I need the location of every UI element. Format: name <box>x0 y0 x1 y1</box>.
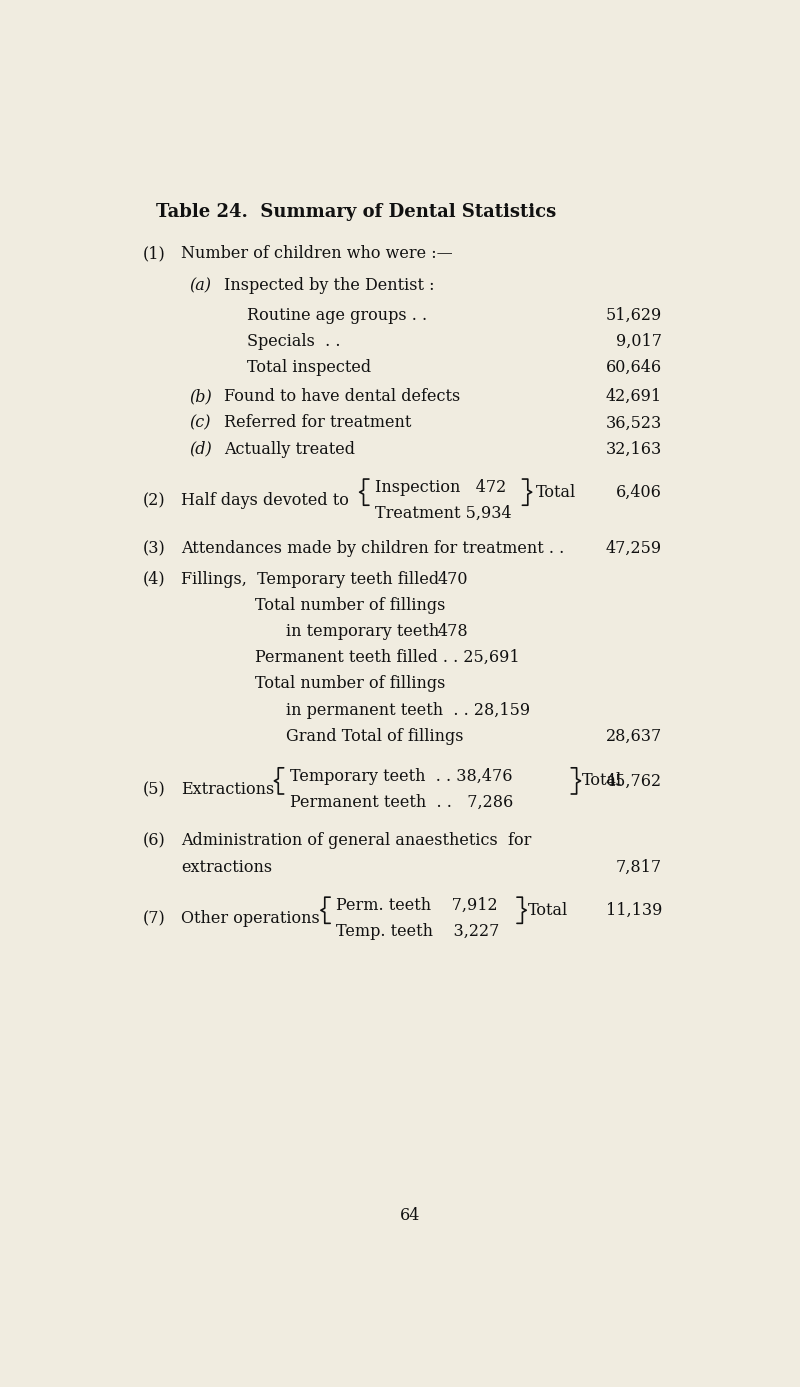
Text: (6): (6) <box>142 832 166 849</box>
Text: Grand Total of fillings: Grand Total of fillings <box>286 728 463 745</box>
Text: (d): (d) <box>189 441 212 458</box>
Text: 42,691: 42,691 <box>606 388 662 405</box>
Text: (c): (c) <box>189 415 210 431</box>
Text: Extractions: Extractions <box>182 781 274 798</box>
Text: Permanent teeth filled . . 25,691: Permanent teeth filled . . 25,691 <box>255 649 520 666</box>
Text: Temporary teeth  . . 38,476: Temporary teeth . . 38,476 <box>290 768 512 785</box>
Text: Total number of fillings: Total number of fillings <box>255 675 446 692</box>
Text: (7): (7) <box>142 910 166 928</box>
Text: (a): (a) <box>189 277 211 294</box>
Text: (4): (4) <box>142 570 166 588</box>
Text: (1): (1) <box>142 245 166 262</box>
Text: Total: Total <box>528 902 568 918</box>
Text: Attendances made by children for treatment . .: Attendances made by children for treatme… <box>182 540 565 558</box>
Text: Table 24.  Summary of Dental Statistics: Table 24. Summary of Dental Statistics <box>156 203 556 221</box>
Text: Actually treated: Actually treated <box>224 441 355 458</box>
Text: Routine age groups . .: Routine age groups . . <box>247 307 427 323</box>
Text: 11,139: 11,139 <box>606 902 662 918</box>
Text: Specials  . .: Specials . . <box>247 333 341 350</box>
Text: (5): (5) <box>142 781 166 798</box>
Text: Temp. teeth    3,227: Temp. teeth 3,227 <box>336 924 500 940</box>
Text: Other operations: Other operations <box>182 910 320 928</box>
Text: Inspected by the Dentist :: Inspected by the Dentist : <box>224 277 434 294</box>
Text: Permanent teeth  . .   7,286: Permanent teeth . . 7,286 <box>290 793 513 811</box>
Text: 45,762: 45,762 <box>606 773 662 789</box>
Text: Administration of general anaesthetics  for: Administration of general anaesthetics f… <box>182 832 532 849</box>
Text: 36,523: 36,523 <box>606 415 662 431</box>
Text: (3): (3) <box>142 540 166 558</box>
Text: 51,629: 51,629 <box>606 307 662 323</box>
Text: Total number of fillings: Total number of fillings <box>255 596 446 614</box>
Text: 60,646: 60,646 <box>606 359 662 376</box>
Text: in permanent teeth  . . 28,159: in permanent teeth . . 28,159 <box>286 702 530 718</box>
Text: Referred for treatment: Referred for treatment <box>224 415 411 431</box>
Text: Fillings,  Temporary teeth filled: Fillings, Temporary teeth filled <box>182 570 439 588</box>
Text: in temporary teeth: in temporary teeth <box>286 623 439 639</box>
Text: extractions: extractions <box>182 859 273 875</box>
Text: Inspection   472: Inspection 472 <box>375 479 506 497</box>
Text: Total: Total <box>582 773 622 789</box>
Text: Perm. teeth    7,912: Perm. teeth 7,912 <box>336 897 498 914</box>
Text: 32,163: 32,163 <box>606 441 662 458</box>
Text: 9,017: 9,017 <box>616 333 662 350</box>
Text: 64: 64 <box>400 1208 420 1225</box>
Text: 478: 478 <box>437 623 468 639</box>
Text: Treatment 5,934: Treatment 5,934 <box>375 505 512 523</box>
Text: Found to have dental defects: Found to have dental defects <box>224 388 460 405</box>
Text: Total inspected: Total inspected <box>247 359 371 376</box>
Text: 47,259: 47,259 <box>606 540 662 558</box>
Text: 6,406: 6,406 <box>616 484 662 501</box>
Text: (2): (2) <box>142 492 166 509</box>
Text: 7,817: 7,817 <box>616 859 662 875</box>
Text: (b): (b) <box>189 388 212 405</box>
Text: Half days devoted to: Half days devoted to <box>182 492 350 509</box>
Text: 470: 470 <box>437 570 468 588</box>
Text: Total: Total <box>535 484 576 501</box>
Text: Number of children who were :—: Number of children who were :— <box>182 245 453 262</box>
Text: 28,637: 28,637 <box>606 728 662 745</box>
